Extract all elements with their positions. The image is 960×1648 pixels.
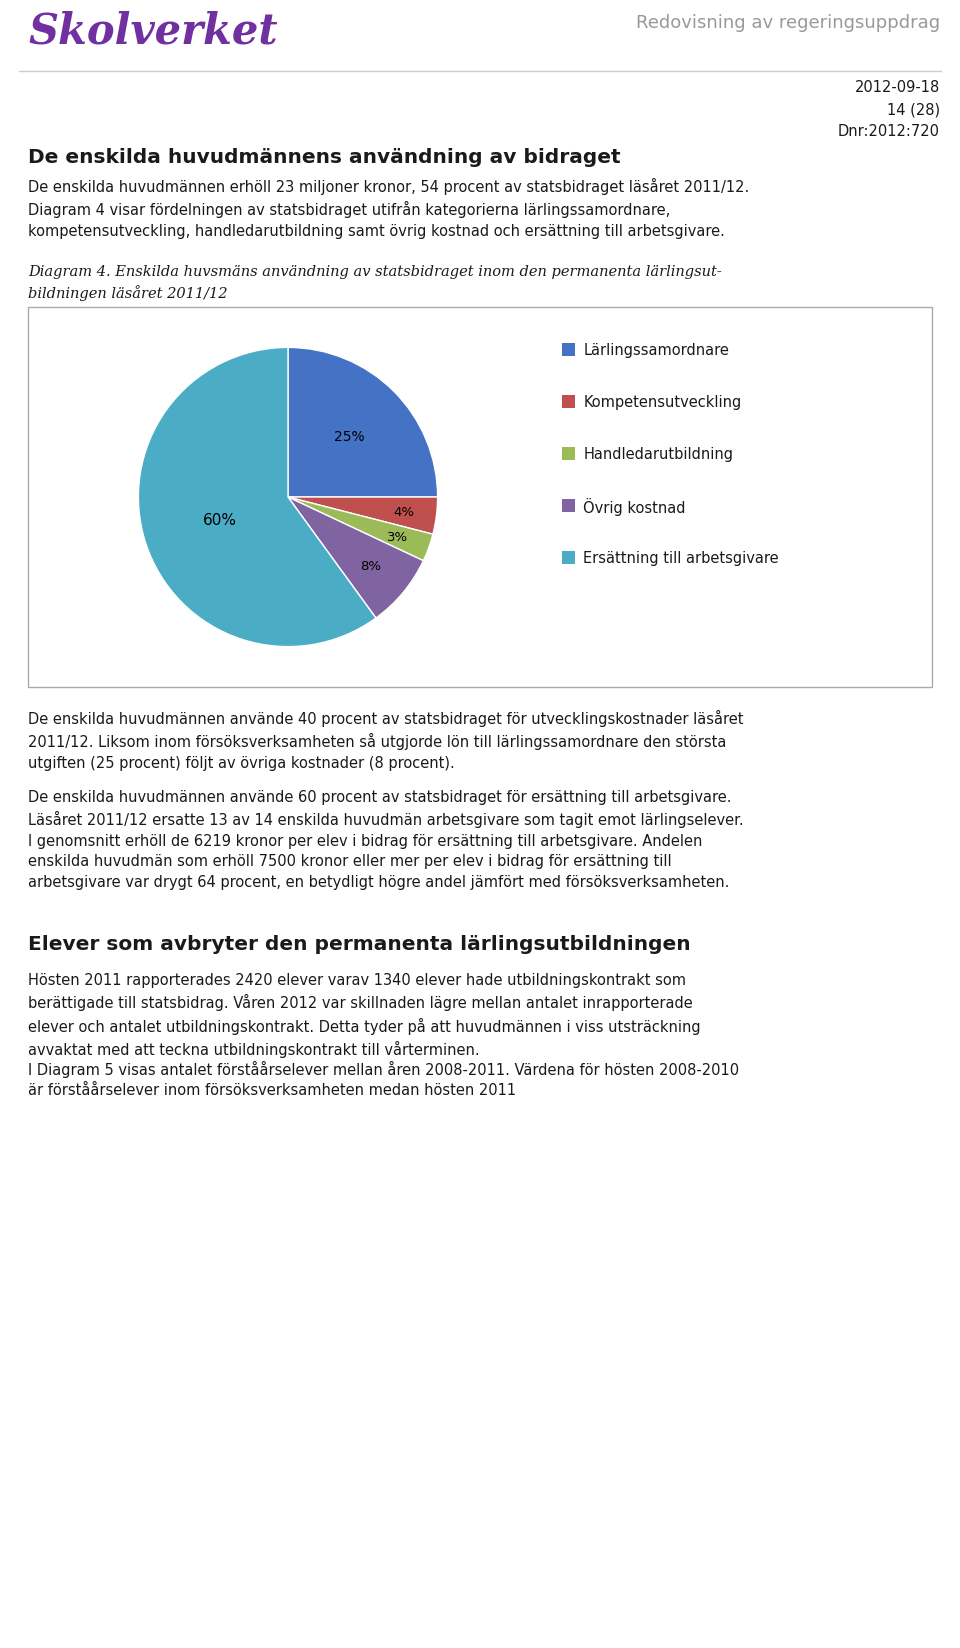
Wedge shape xyxy=(288,498,423,618)
Text: Diagram 4. Enskilda huvsmäns användning av statsbidraget inom den permanenta lär: Diagram 4. Enskilda huvsmäns användning … xyxy=(28,265,722,300)
Wedge shape xyxy=(288,498,438,536)
Text: Ersättning till arbetsgivare: Ersättning till arbetsgivare xyxy=(583,550,779,565)
Text: Övrig kostnad: Övrig kostnad xyxy=(583,498,685,516)
Text: 8%: 8% xyxy=(361,560,381,574)
Wedge shape xyxy=(288,498,433,562)
Text: 2012-09-18
14 (28)
Dnr:2012:720: 2012-09-18 14 (28) Dnr:2012:720 xyxy=(838,81,940,140)
Text: Lärlingssamordnare: Lärlingssamordnare xyxy=(583,343,729,358)
Text: Hösten 2011 rapporterades 2420 elever varav 1340 elever hade utbildningskontrakt: Hösten 2011 rapporterades 2420 elever va… xyxy=(28,972,701,1058)
Text: Skolverket: Skolverket xyxy=(28,10,277,53)
Bar xyxy=(563,344,575,356)
Text: 25%: 25% xyxy=(334,430,365,443)
Text: Redovisning av regeringsuppdrag: Redovisning av regeringsuppdrag xyxy=(636,13,940,31)
Text: 60%: 60% xyxy=(203,513,237,527)
Wedge shape xyxy=(288,348,438,498)
Bar xyxy=(28,308,932,687)
Text: Handledarutbildning: Handledarutbildning xyxy=(583,447,733,461)
Text: I Diagram 5 visas antalet förståårselever mellan åren 2008-2011. Värdena för hös: I Diagram 5 visas antalet förståårseleve… xyxy=(28,1060,739,1098)
Text: De enskilda huvudmännen använde 60 procent av statsbidraget för ersättning till : De enskilda huvudmännen använde 60 proce… xyxy=(28,789,744,888)
Bar xyxy=(563,552,575,565)
Text: De enskilda huvudmännens användning av bidraget: De enskilda huvudmännens användning av b… xyxy=(28,148,620,166)
Text: 4%: 4% xyxy=(394,506,415,519)
Text: Elever som avbryter den permanenta lärlingsutbildningen: Elever som avbryter den permanenta lärli… xyxy=(28,934,690,954)
Bar xyxy=(563,448,575,461)
Text: 3%: 3% xyxy=(387,531,408,544)
Wedge shape xyxy=(138,348,376,648)
Text: De enskilda huvudmännen använde 40 procent av statsbidraget för utvecklingskostn: De enskilda huvudmännen använde 40 proce… xyxy=(28,710,743,770)
Text: Kompetensutveckling: Kompetensutveckling xyxy=(583,396,741,410)
Bar xyxy=(563,499,575,513)
Text: De enskilda huvudmännen erhöll 23 miljoner kronor, 54 procent av statsbidraget l: De enskilda huvudmännen erhöll 23 miljon… xyxy=(28,178,749,239)
Bar xyxy=(563,396,575,409)
